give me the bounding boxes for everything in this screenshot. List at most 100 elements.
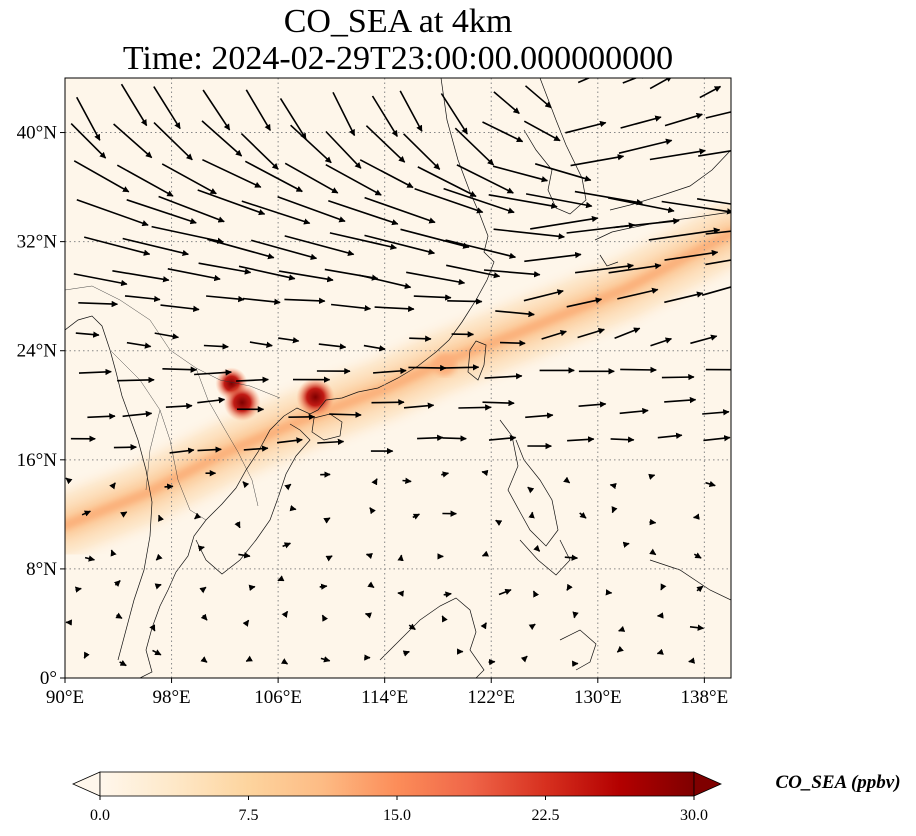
- wind-arrow: [329, 411, 362, 419]
- wind-arrow: [249, 341, 273, 348]
- wind-arrow: [117, 376, 155, 384]
- wind-arrow: [648, 227, 721, 241]
- wind-arrow: [158, 514, 164, 522]
- wind-arrow: [84, 555, 96, 562]
- lat-tick-label: 40°N: [17, 123, 58, 144]
- wind-arrow: [248, 584, 256, 591]
- wind-arrow: [688, 657, 696, 664]
- wind-arrow: [696, 585, 704, 593]
- colorbar-extend-max: [693, 771, 722, 797]
- wind-arrow: [696, 198, 731, 205]
- wind-arrow: [528, 623, 536, 631]
- wind-arrow: [245, 655, 253, 662]
- wind-arrow: [321, 614, 329, 622]
- wind-arrow: [162, 366, 198, 373]
- wind-arrow: [488, 194, 558, 209]
- wind-arrow: [110, 549, 117, 557]
- wind-arrow: [161, 163, 217, 195]
- wind-arrow: [608, 262, 662, 274]
- wind-arrow: [358, 274, 412, 290]
- wind-arrow: [167, 268, 221, 282]
- wind-arrow: [579, 511, 587, 519]
- wind-arrow: [371, 478, 378, 486]
- wind-arrow: [369, 507, 376, 515]
- wind-arrow: [364, 234, 436, 255]
- wind-arrow: [400, 228, 470, 249]
- wind-arrow: [620, 366, 657, 374]
- wind-arrow: [617, 287, 659, 300]
- wind-arrow: [493, 228, 565, 240]
- wind-arrow: [83, 651, 90, 659]
- wind-arrow: [122, 237, 189, 257]
- colorbar-extend-min: [72, 771, 101, 797]
- wind-arrow: [116, 164, 174, 197]
- wind-arrow: [149, 624, 156, 632]
- wind-arrow: [197, 189, 266, 216]
- wind-arrow: [87, 413, 116, 420]
- wind-arrow: [480, 622, 487, 630]
- wind-arrow: [153, 122, 193, 161]
- wind-arrow: [364, 196, 436, 224]
- wind-arrow: [664, 291, 704, 304]
- wind-arrow: [243, 445, 269, 452]
- wind-arrow: [367, 581, 375, 589]
- wind-arrow: [277, 196, 346, 223]
- wind-arrow: [126, 341, 152, 349]
- wind-arrow: [570, 154, 625, 167]
- wind-arrow: [194, 512, 202, 520]
- wind-arrow: [238, 552, 251, 559]
- wind-arrow: [443, 591, 452, 598]
- colorbar-tick-label: 30.0: [680, 807, 708, 824]
- wind-arrow: [705, 480, 716, 488]
- border-myanmar: [109, 349, 161, 491]
- wind-arrow: [281, 610, 289, 618]
- wind-arrow: [78, 368, 112, 376]
- coastline-japan: [594, 149, 731, 267]
- wind-arrow: [690, 334, 718, 345]
- wind-arrow: [154, 583, 162, 590]
- wind-arrow: [200, 656, 208, 663]
- wind-arrow: [565, 120, 607, 134]
- wind-arrow: [242, 297, 281, 305]
- border-laos-vietnam: [195, 367, 259, 507]
- wind-arrow: [282, 542, 291, 549]
- wind-arrow: [620, 115, 662, 129]
- lat-tick-label: 32°N: [17, 232, 58, 253]
- wind-arrow: [74, 586, 82, 593]
- coastline-indochina: [139, 415, 285, 678]
- wind-arrow: [325, 130, 362, 169]
- wind-arrow: [577, 78, 591, 84]
- wind-arrow: [541, 330, 567, 340]
- coastline-borneo: [379, 597, 485, 678]
- wind-arrow: [566, 297, 603, 308]
- wind-arrow: [567, 436, 595, 443]
- wind-arrow: [524, 251, 582, 263]
- wind-arrow: [447, 298, 483, 305]
- lat-tick-label: 8°N: [26, 559, 57, 580]
- wind-arrow: [664, 396, 697, 404]
- wind-arrow: [365, 125, 406, 163]
- co-hotspot: [433, 353, 456, 376]
- wind-arrow: [238, 265, 296, 281]
- wind-arrow: [578, 401, 607, 408]
- wind-arrow: [202, 158, 262, 188]
- coastline-bay-bengal: [65, 315, 153, 661]
- wind-arrow: [278, 270, 334, 283]
- wind-arrow: [363, 344, 386, 352]
- wind-arrow: [705, 230, 731, 235]
- wind-arrow: [482, 121, 524, 143]
- wind-arrow: [158, 195, 225, 223]
- lat-tick-label: 24°N: [17, 341, 58, 362]
- wind-arrow: [532, 590, 540, 598]
- wind-arrow: [524, 85, 552, 109]
- colorbar-tick-label: 0.0: [90, 807, 110, 824]
- wind-arrow: [705, 259, 731, 266]
- wind-arrow: [319, 583, 328, 590]
- wind-arrow: [197, 446, 222, 453]
- wind-arrow: [126, 199, 197, 225]
- wind-arrow: [250, 239, 318, 260]
- wind-arrow: [374, 305, 415, 313]
- wind-arrow: [76, 198, 149, 227]
- colorbar-label: CO_SEA (ppbv): [775, 772, 900, 793]
- wind-arrow: [242, 619, 250, 627]
